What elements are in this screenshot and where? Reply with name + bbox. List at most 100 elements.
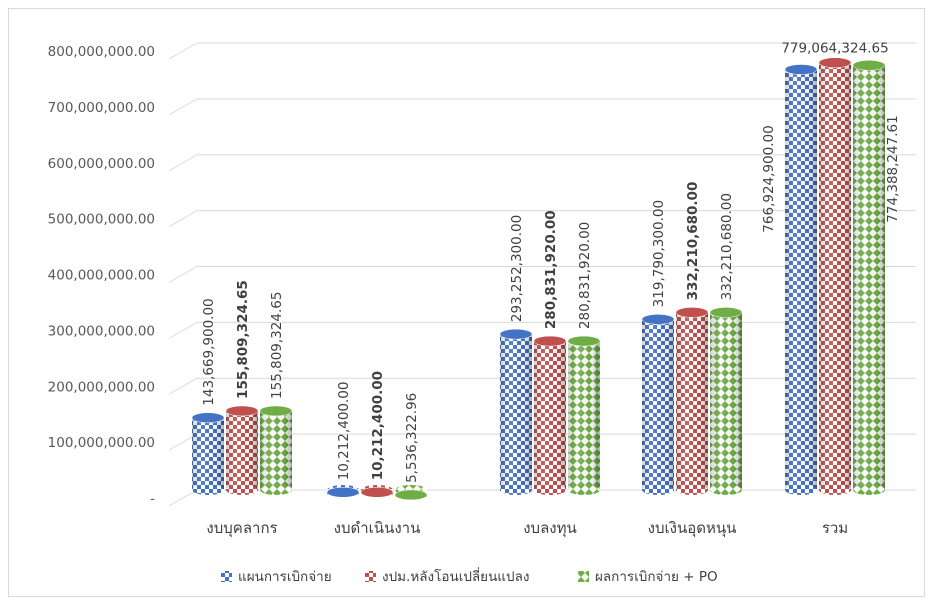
bar-base [676, 485, 708, 495]
bar-base [785, 485, 817, 495]
bar-shade [853, 65, 885, 491]
y-tick-label: 100,000,000.00 [48, 435, 155, 451]
y-tick-label: 700,000,000.00 [48, 100, 155, 116]
bar-shade [500, 334, 532, 490]
bar-base [226, 485, 258, 495]
data-label: 280,831,920.00 [577, 222, 593, 329]
bar-shade [676, 312, 708, 490]
bar-cap [326, 487, 360, 498]
bar-base [710, 485, 742, 495]
bar-cap [259, 405, 293, 417]
legend-item: แผนการเบิกจ่าย [221, 569, 332, 585]
bar-2-2 [567, 335, 601, 495]
bar-base [568, 485, 600, 495]
bar-3-0 [641, 314, 675, 495]
bar-shade [568, 341, 600, 490]
bar-0-1 [225, 405, 259, 495]
legend-label: แผนการเบิกจ่าย [238, 569, 332, 585]
bar-2-1 [533, 335, 567, 495]
legend: แผนการเบิกจ่าย งปม.หลังโอนเปลี่ยนแปลง ผลกา… [221, 567, 718, 585]
x-axis: งบบุคลากร งบดำเนินงาน งบลงทุน งบเงินอุดหนุน… [206, 519, 848, 538]
legend-swatch [221, 571, 232, 582]
data-label: 10,212,400.00 [370, 371, 386, 480]
bar-shade [192, 417, 224, 490]
bar-cap [360, 487, 394, 498]
bar-shade [819, 62, 851, 490]
data-label: 779,064,324.65 [781, 41, 888, 57]
bar-cap [533, 335, 567, 347]
category-label: รวม [822, 519, 848, 537]
bar-base [819, 485, 851, 495]
bar-base [192, 485, 224, 495]
y-tick-label: 500,000,000.00 [48, 212, 155, 228]
bar-0-2 [259, 405, 293, 495]
bar-shade [226, 410, 258, 490]
data-label: 774,388,247.61 [885, 115, 901, 222]
data-label: 155,809,324.65 [269, 292, 285, 399]
bar-base [642, 485, 674, 495]
legend-label: ผลการเบิกจ่าย + PO [595, 569, 718, 585]
data-label: 143,669,900.00 [201, 298, 217, 405]
budget-bar-chart: - 100,000,000.00 200,000,000.00 300,000,000… [48, 41, 916, 585]
bar-cap [567, 335, 601, 347]
y-tick-label: 800,000,000.00 [48, 44, 155, 60]
category-label: งบบุคลากร [206, 519, 277, 538]
bar-cap [641, 314, 675, 325]
gridline-depth [168, 321, 198, 339]
bar-cap [852, 60, 886, 71]
gridline-depth [168, 377, 198, 395]
data-labels: 143,669,900.00 155,809,324.65 155,809,324.… [201, 41, 901, 483]
data-label: 766,924,900.00 [761, 125, 777, 232]
data-label: 319,790,300.00 [651, 200, 667, 307]
data-label: 332,210,680.00 [685, 182, 701, 301]
bar-base [260, 485, 292, 495]
chart-area: - 100,000,000.00 200,000,000.00 300,000,000… [8, 8, 925, 597]
data-label: 155,809,324.65 [235, 280, 251, 399]
legend-label: งปม.หลังโอนเปลี่ยนแปลง [382, 567, 529, 585]
category-label: งบลงทุน [523, 519, 577, 538]
bar-cap [675, 307, 709, 318]
y-tick-label: 400,000,000.00 [48, 268, 155, 284]
y-tick-label: 200,000,000.00 [48, 379, 155, 395]
bar-1-2 [394, 485, 428, 501]
data-label: 332,210,680.00 [719, 193, 735, 300]
bar-1-1 [360, 485, 394, 498]
gridline-depth [168, 489, 198, 507]
bar-cap [499, 328, 533, 340]
bar-4-2 [852, 60, 886, 495]
y-tick-label: 600,000,000.00 [48, 156, 155, 172]
bar-shade [642, 319, 674, 490]
y-axis: - 100,000,000.00 200,000,000.00 300,000,000… [48, 44, 155, 507]
bar-cap [784, 64, 818, 75]
bar-base [853, 485, 885, 495]
bar-cap [191, 412, 225, 423]
category-label: งบดำเนินงาน [334, 519, 421, 537]
bar-3-1 [675, 307, 709, 495]
data-label: 293,252,300.00 [509, 215, 525, 322]
bar-4-1 [818, 57, 852, 495]
bars [191, 57, 886, 501]
gridline-depth [168, 98, 198, 116]
bar-cap [709, 307, 743, 318]
bar-shade [534, 341, 566, 490]
bar-1-0 [326, 485, 360, 498]
gridline-depth [168, 154, 198, 172]
y-tick-label: - [150, 491, 155, 507]
bar-shade [785, 69, 817, 490]
bar-base [534, 485, 566, 495]
bar-2-0 [499, 328, 533, 495]
bar-3-2 [709, 307, 743, 495]
bar-4-0 [784, 64, 818, 495]
bar-base [500, 485, 532, 495]
bar-cap [394, 489, 428, 501]
category-label: งบเงินอุดหนุน [648, 519, 737, 538]
legend-swatch [578, 571, 589, 582]
bar-0-0 [191, 412, 225, 495]
bar-shade [710, 312, 742, 490]
gridline-depth [168, 42, 198, 60]
gridline-depth [168, 266, 198, 283]
data-label: 10,212,400.00 [336, 382, 352, 481]
gridline-depth [168, 210, 198, 228]
legend-item: งปม.หลังโอนเปลี่ยนแปลง [365, 567, 529, 585]
data-label: 5,536,322.96 [404, 393, 420, 483]
